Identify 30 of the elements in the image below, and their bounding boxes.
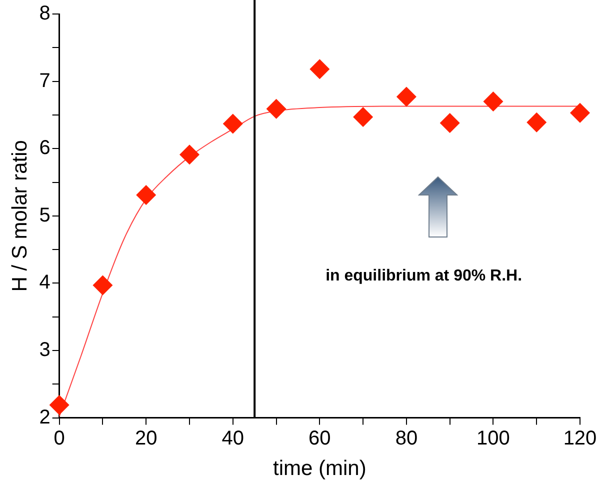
x-tick-label: 0: [54, 427, 65, 450]
y-tick-label: 2: [39, 406, 50, 428]
point: [396, 86, 416, 107]
y-tick-label: 7: [39, 70, 50, 92]
point: [49, 395, 70, 416]
point: [310, 59, 330, 80]
x-axis-title: time (min): [272, 457, 366, 480]
point: [92, 275, 113, 296]
y-tick-label: 4: [39, 272, 50, 294]
y-tick-label: 8: [39, 2, 50, 25]
annotation: in equilibrium at 90% R.H.: [326, 268, 522, 285]
x-tick-label: 80: [395, 427, 418, 450]
x-tick-label: 120: [563, 427, 597, 450]
x-tick-label: 20: [134, 427, 158, 450]
point: [570, 102, 590, 123]
x-tick-label: 40: [222, 427, 244, 450]
y-tick-label: 6: [39, 137, 50, 160]
x-tick-label: 100: [476, 427, 510, 450]
point: [136, 185, 156, 206]
point: [222, 114, 243, 134]
point: [353, 106, 374, 127]
point: [483, 91, 504, 112]
y-tick-label: 3: [39, 339, 50, 362]
point: [526, 112, 547, 132]
y-axis-title: H / S molar ratio: [8, 140, 32, 292]
y-tick-label: 5: [39, 204, 50, 226]
point: [179, 144, 200, 165]
point: [266, 98, 286, 119]
x-tick-label: 60: [308, 427, 331, 450]
point: [440, 113, 460, 134]
